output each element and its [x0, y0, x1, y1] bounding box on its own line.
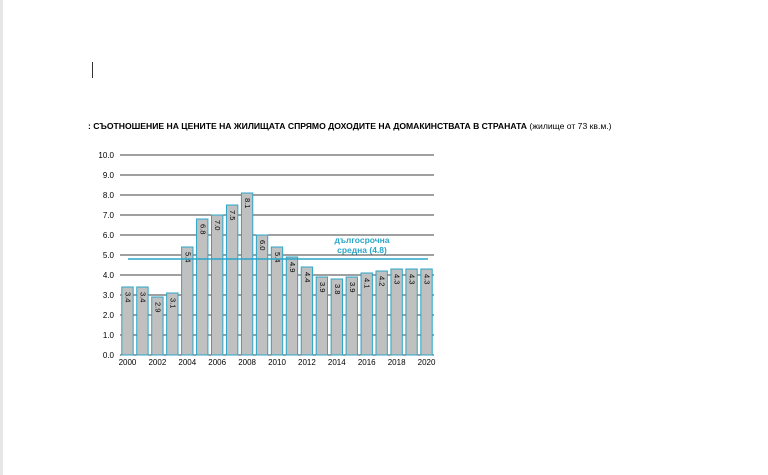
bar [255, 234, 269, 356]
bar [136, 286, 149, 356]
bar [166, 292, 179, 356]
bar [151, 296, 164, 356]
bar-value-label: 4.2 [378, 276, 387, 286]
y-tick-label: 5.0 [103, 251, 115, 260]
x-tick-label: 2008 [238, 358, 256, 367]
bar-value-label: 6.8 [198, 224, 207, 234]
average-label-line2: средна (4.8) [337, 245, 387, 255]
bar [390, 268, 403, 356]
bar [121, 286, 134, 356]
bar [360, 272, 373, 356]
bar [225, 204, 239, 356]
x-tick-label: 2004 [178, 358, 196, 367]
bar-value-label: 3.8 [333, 284, 342, 294]
bar-value-label: 4.3 [423, 274, 432, 284]
bar-value-label: 7.0 [213, 220, 222, 230]
bar-value-label: 4.3 [408, 274, 417, 284]
bar-value-label: 4.9 [288, 262, 297, 272]
y-tick-label: 2.0 [103, 311, 115, 320]
bar-value-label: 3.4 [138, 292, 147, 302]
bar-value-label: 8.1 [243, 198, 252, 208]
bar [181, 246, 194, 356]
x-tick-label: 2012 [298, 358, 316, 367]
bar [420, 268, 433, 356]
y-tick-label: 9.0 [103, 171, 115, 180]
bar-value-label: 4.3 [393, 274, 402, 284]
average-label-line1: дългосрочна [334, 235, 389, 245]
bar [345, 276, 358, 356]
chart-title-main: : СЪОТНОШЕНИЕ НА ЦЕНИТЕ НА ЖИЛИЩАТА СПРЯ… [88, 121, 528, 131]
bar-value-label: 3.1 [168, 298, 177, 308]
y-tick-label: 3.0 [103, 291, 115, 300]
y-tick-label: 4.0 [103, 271, 115, 280]
chart-title-note: (жилище от 73 кв.м.) [529, 121, 612, 131]
bar-value-label: 4.1 [363, 278, 372, 288]
x-tick-label: 2006 [208, 358, 226, 367]
bar [375, 270, 388, 356]
bar [270, 246, 284, 356]
page-edge [0, 0, 3, 475]
y-tick-label: 1.0 [103, 331, 115, 340]
bar [315, 276, 329, 356]
text-cursor [92, 62, 93, 78]
x-tick-label: 2020 [418, 358, 436, 367]
bar [196, 218, 209, 356]
bar-value-label: 3.9 [318, 282, 327, 292]
bar [330, 278, 343, 356]
bar-value-label: 6.0 [258, 240, 267, 250]
bar-value-label: 3.9 [348, 282, 357, 292]
x-tick-label: 2002 [148, 358, 166, 367]
y-tick-label: 10.0 [98, 151, 114, 160]
y-tick-label: 8.0 [103, 191, 115, 200]
x-tick-label: 2010 [268, 358, 286, 367]
y-tick-label: 7.0 [103, 211, 115, 220]
x-tick-label: 2000 [119, 358, 137, 367]
bar-value-label: 5.4 [183, 252, 192, 262]
bar-value-label: 5.4 [273, 252, 282, 262]
bar-value-label: 7.5 [228, 210, 237, 220]
x-tick-label: 2016 [358, 358, 376, 367]
bar-value-label: 4.4 [303, 272, 312, 282]
bar [285, 256, 299, 356]
bar-value-label: 3.4 [123, 292, 132, 302]
bar [300, 266, 314, 356]
bar [211, 214, 224, 356]
chart-title: : СЪОТНОШЕНИЕ НА ЦЕНИТЕ НА ЖИЛИЩАТА СПРЯ… [88, 121, 612, 131]
bar [240, 192, 254, 356]
bar [405, 268, 418, 356]
x-tick-label: 2018 [388, 358, 406, 367]
bar-value-label: 2.9 [153, 302, 162, 312]
y-tick-label: 6.0 [103, 231, 115, 240]
y-tick-label: 0.0 [103, 351, 115, 360]
x-tick-label: 2014 [328, 358, 346, 367]
